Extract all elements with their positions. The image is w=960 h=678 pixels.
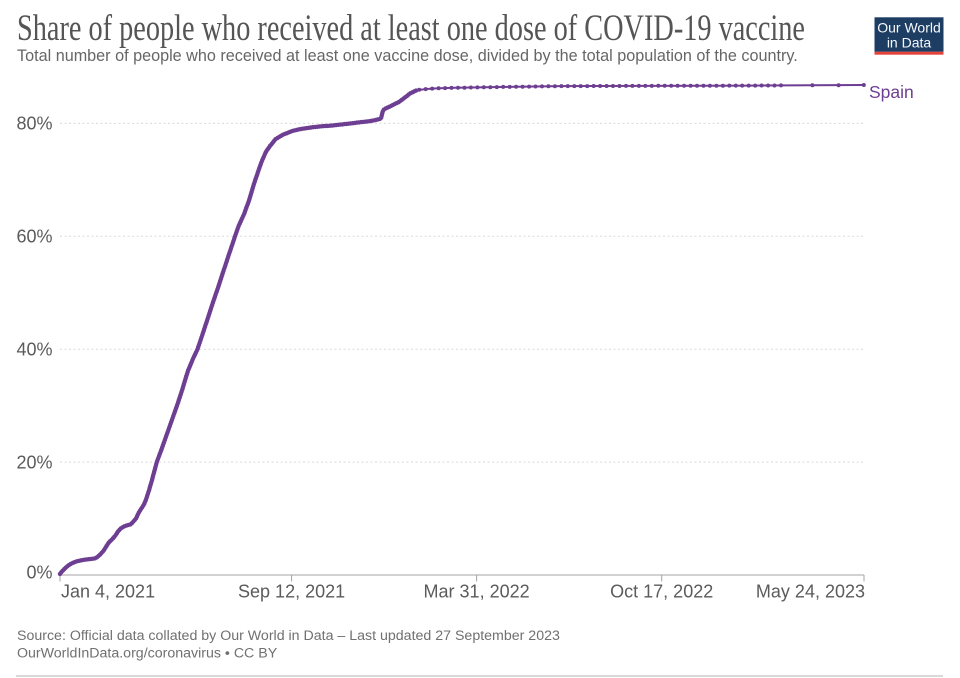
svg-text:80%: 80% xyxy=(16,114,52,134)
svg-text:Oct 17, 2022: Oct 17, 2022 xyxy=(610,582,713,602)
svg-text:Source: Official data collated: Source: Official data collated by Our Wo… xyxy=(17,628,560,644)
svg-text:Sep 12, 2021: Sep 12, 2021 xyxy=(238,582,345,602)
svg-text:60%: 60% xyxy=(16,227,52,247)
svg-text:Mar 31, 2022: Mar 31, 2022 xyxy=(424,582,530,602)
svg-text:May 24, 2023: May 24, 2023 xyxy=(756,582,865,602)
svg-text:Our World: Our World xyxy=(877,20,941,36)
svg-text:Share of people who received a: Share of people who received at least on… xyxy=(17,8,805,49)
svg-text:OurWorldInData.org/coronavirus: OurWorldInData.org/coronavirus • CC BY xyxy=(17,646,278,662)
svg-text:0%: 0% xyxy=(26,563,52,583)
svg-text:40%: 40% xyxy=(16,340,52,360)
svg-text:Spain: Spain xyxy=(869,82,914,102)
svg-text:in Data: in Data xyxy=(887,35,932,51)
svg-text:Total number of people who rec: Total number of people who received at l… xyxy=(17,47,798,65)
svg-text:20%: 20% xyxy=(16,452,52,472)
svg-text:Jan 4, 2021: Jan 4, 2021 xyxy=(61,582,155,602)
